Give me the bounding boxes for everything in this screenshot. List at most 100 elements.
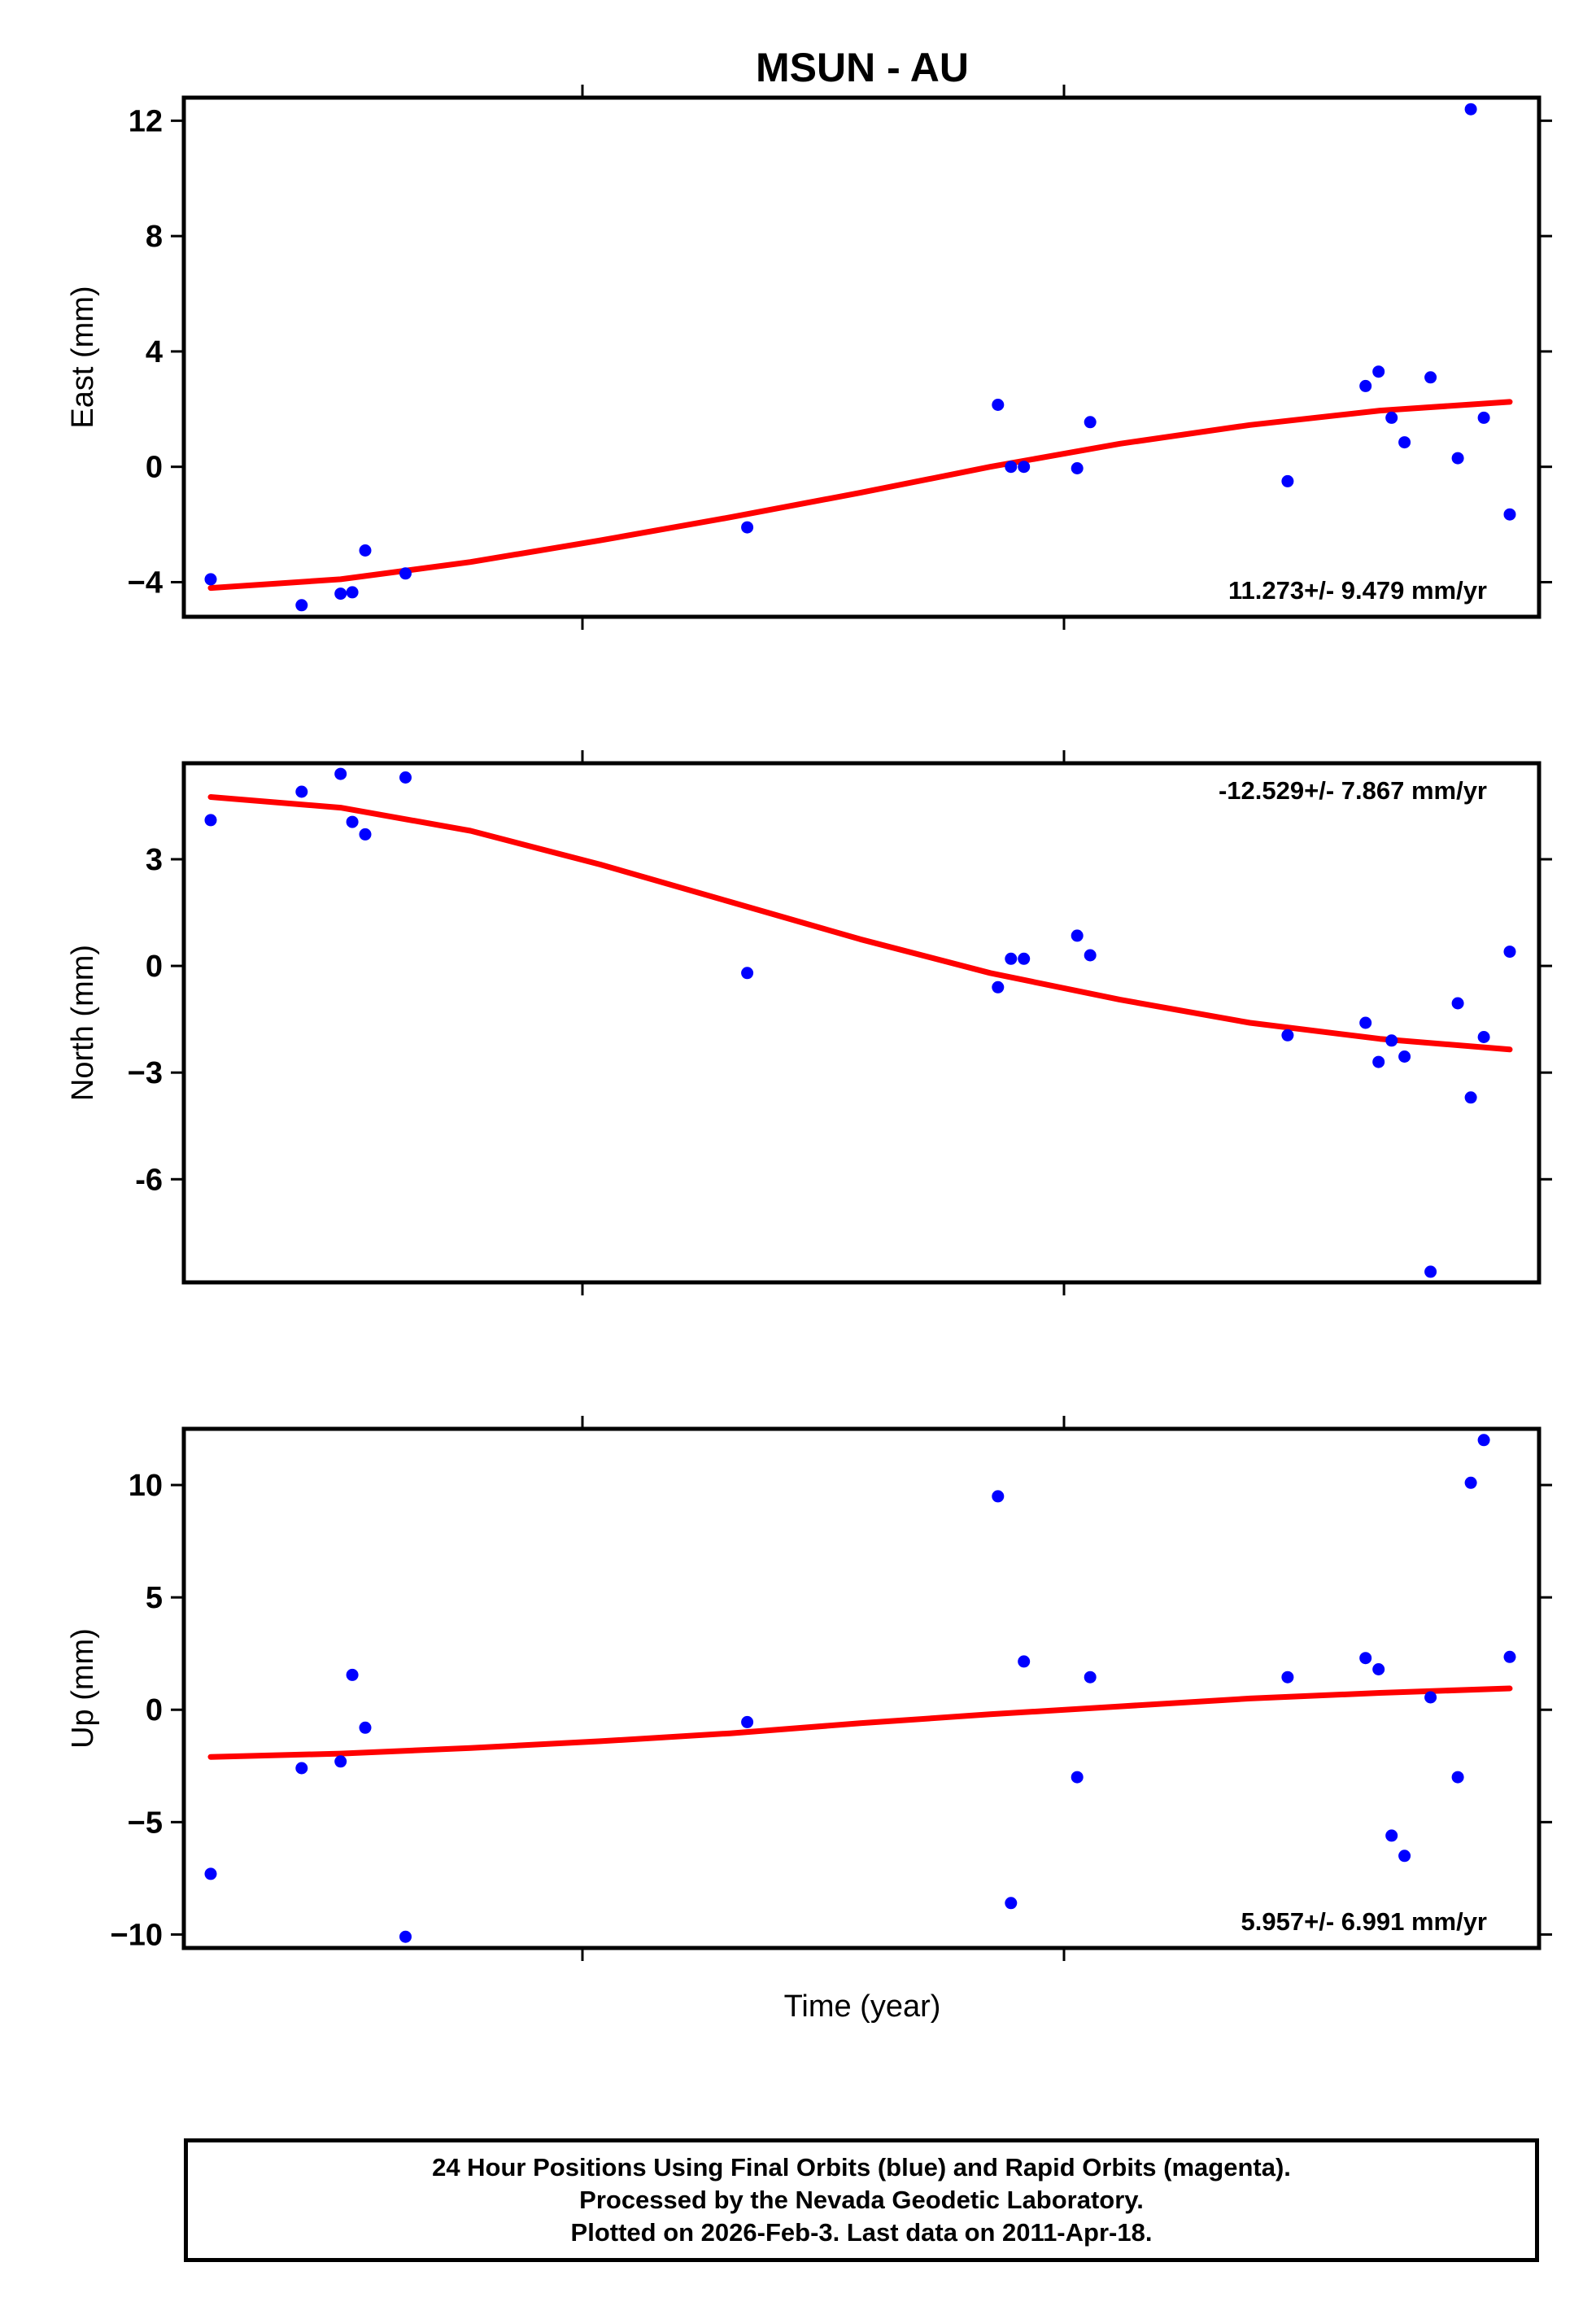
data-point bbox=[1071, 929, 1084, 942]
fit-line-north bbox=[207, 794, 1513, 1053]
data-point bbox=[1451, 997, 1464, 1010]
y-tick-label: 0 bbox=[146, 950, 163, 984]
data-point bbox=[1071, 462, 1084, 474]
data-area bbox=[204, 103, 1516, 612]
y-tick-label: −3 bbox=[128, 1056, 163, 1090]
data-point bbox=[741, 521, 754, 534]
y-tick-label: 3 bbox=[146, 843, 163, 877]
footer-box: 24 Hour Positions Using Final Orbits (bl… bbox=[184, 2138, 1539, 2262]
data-point bbox=[1018, 461, 1031, 474]
data-point bbox=[295, 785, 308, 798]
data-point bbox=[1084, 1671, 1097, 1684]
data-point bbox=[334, 767, 347, 780]
data-point bbox=[1477, 411, 1490, 424]
data-point bbox=[1477, 1434, 1490, 1447]
data-point bbox=[346, 1668, 359, 1681]
data-point bbox=[1424, 1265, 1437, 1278]
footer-line-processed: Processed by the Nevada Geodetic Laborat… bbox=[579, 2186, 1144, 2214]
data-point bbox=[1464, 1476, 1477, 1489]
data-point bbox=[399, 567, 412, 580]
data-point bbox=[1398, 1850, 1411, 1863]
data-point bbox=[1018, 1655, 1031, 1668]
data-point bbox=[1503, 508, 1516, 521]
y-tick-label: 12 bbox=[129, 104, 163, 138]
data-point bbox=[359, 544, 372, 557]
data-area bbox=[204, 1434, 1516, 1943]
data-point bbox=[1372, 1663, 1385, 1675]
y-tick-label: −5 bbox=[128, 1806, 163, 1840]
y-axis-label-up: Up (mm) bbox=[66, 1628, 100, 1749]
data-point bbox=[1084, 949, 1097, 962]
y-tick-label: -6 bbox=[135, 1163, 163, 1197]
panel-east: 12 8 4 0 −4 East (mm) 11.273+/- 9.479 mm/yr bbox=[66, 85, 1552, 630]
y-axis-label-east: East (mm) bbox=[66, 286, 100, 428]
data-point bbox=[1398, 436, 1411, 449]
data-point bbox=[1477, 1031, 1490, 1043]
data-point bbox=[992, 399, 1005, 411]
panel-frame bbox=[181, 761, 1541, 1285]
data-point bbox=[1359, 1652, 1372, 1665]
data-point bbox=[1385, 1829, 1398, 1842]
data-point bbox=[1281, 474, 1294, 487]
data-point bbox=[1451, 452, 1464, 465]
panel-north: 3 0 −3 -6 North (mm) -12.529+/- 7.867 mm/yr bbox=[66, 750, 1552, 1295]
rate-label-up: 5.957+/- 6.991 mm/yr bbox=[1241, 1907, 1487, 1936]
data-point bbox=[1424, 371, 1437, 384]
panel-frame bbox=[181, 95, 1541, 619]
data-point bbox=[1503, 1650, 1516, 1663]
data-point bbox=[204, 814, 217, 827]
rate-label-east: 11.273+/- 9.479 mm/yr bbox=[1228, 576, 1487, 605]
data-point bbox=[1464, 1091, 1477, 1104]
data-point bbox=[1385, 1034, 1398, 1047]
data-point bbox=[1071, 1771, 1084, 1784]
data-point bbox=[1018, 952, 1031, 965]
x-axis-label: Time (year) bbox=[784, 1989, 941, 2024]
data-point bbox=[1281, 1671, 1294, 1684]
data-point bbox=[1424, 1691, 1437, 1704]
fit-line-up bbox=[207, 1685, 1513, 1760]
data-point bbox=[1084, 416, 1097, 429]
data-point bbox=[359, 1721, 372, 1734]
panel-frame bbox=[181, 1426, 1541, 1950]
data-point bbox=[1281, 1029, 1294, 1042]
y-tick-label: 4 bbox=[146, 335, 163, 369]
data-point bbox=[1372, 365, 1385, 378]
data-point bbox=[741, 967, 754, 980]
data-point bbox=[1451, 1771, 1464, 1784]
data-point bbox=[295, 599, 308, 612]
footer-line-orbits: 24 Hour Positions Using Final Orbits (bl… bbox=[432, 2153, 1291, 2182]
data-area bbox=[204, 767, 1516, 1278]
y-tick-label: 0 bbox=[146, 1693, 163, 1727]
y-tick-label: 5 bbox=[146, 1581, 163, 1615]
data-point bbox=[992, 1490, 1005, 1503]
data-point bbox=[295, 1762, 308, 1775]
data-point bbox=[1503, 946, 1516, 959]
data-point bbox=[204, 1867, 217, 1880]
data-point bbox=[334, 587, 347, 601]
data-point bbox=[334, 1755, 347, 1768]
data-point bbox=[1385, 411, 1398, 424]
data-point bbox=[1359, 379, 1372, 392]
y-tick-label: 0 bbox=[146, 451, 163, 485]
data-point bbox=[359, 828, 372, 841]
data-point bbox=[346, 586, 359, 599]
y-axis-label-north: North (mm) bbox=[66, 945, 100, 1101]
y-tick-label: −4 bbox=[128, 566, 163, 600]
y-tick-label: 10 bbox=[129, 1469, 163, 1503]
data-point bbox=[1372, 1055, 1385, 1068]
data-point bbox=[1005, 1897, 1018, 1910]
data-point bbox=[399, 1930, 412, 1943]
y-tick-label: 8 bbox=[146, 220, 163, 254]
chart-title: MSUN - AU bbox=[756, 45, 969, 90]
data-point bbox=[1005, 952, 1018, 965]
footer-line-plotted: Plotted on 2026-Feb-3. Last data on 2011… bbox=[570, 2218, 1153, 2247]
data-point bbox=[346, 815, 359, 828]
fit-line-east bbox=[207, 399, 1513, 592]
data-point bbox=[992, 980, 1005, 994]
data-point bbox=[1464, 103, 1477, 116]
data-point bbox=[399, 771, 412, 784]
data-point bbox=[204, 573, 217, 586]
data-point bbox=[1398, 1050, 1411, 1063]
panel-up: 10 5 0 −5 −10 Up (mm) 5.957+/- 6.991 mm/yr bbox=[66, 1416, 1552, 1961]
